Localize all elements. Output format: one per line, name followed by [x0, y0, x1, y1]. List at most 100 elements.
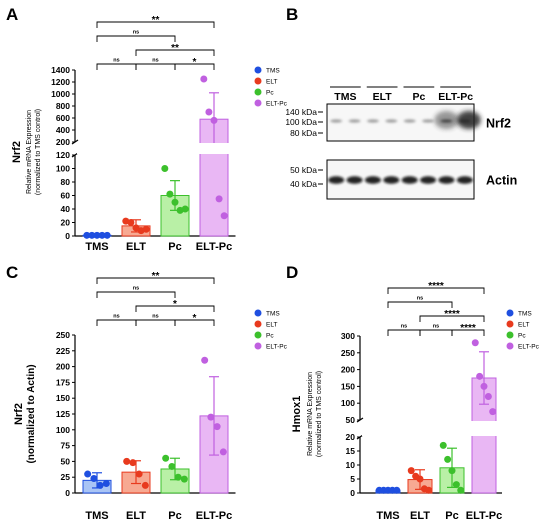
y-tick-label: 225	[56, 346, 70, 356]
blot-band	[434, 111, 459, 129]
significance-label: ****	[444, 309, 460, 320]
blot-band	[422, 119, 435, 123]
legend-label: Pc	[266, 332, 274, 339]
legend-marker	[254, 342, 262, 350]
y-tick-label: 1200	[51, 77, 70, 87]
data-point	[103, 231, 111, 239]
significance-bracket	[96, 277, 215, 284]
lane-label: ELT-Pc	[438, 91, 473, 103]
significance-label: ns	[417, 296, 423, 302]
y-tick-label: 400	[56, 125, 70, 135]
y-tick-label: 100	[341, 398, 355, 408]
data-point	[142, 225, 150, 233]
panel-label: D	[286, 263, 298, 282]
y-tick-label: 20	[61, 218, 71, 228]
legend-marker	[506, 331, 514, 339]
blot-band	[401, 176, 418, 184]
significance-bracket	[135, 319, 176, 326]
legend-marker	[254, 309, 262, 317]
panel-label: C	[6, 263, 18, 282]
y-tick-label: 5	[350, 474, 355, 484]
data-point	[166, 190, 174, 198]
y-axis-label: Hmox1	[291, 396, 303, 433]
blot-band	[438, 176, 455, 184]
y-tick-label: 100	[56, 164, 70, 174]
blot-band	[328, 176, 345, 184]
data-point	[171, 198, 179, 206]
significance-bracket	[387, 329, 421, 336]
data-point	[98, 231, 106, 239]
legend-marker	[506, 342, 514, 350]
significance-bracket	[174, 63, 215, 70]
y-axis-label: Relative mRNA Expression	[26, 110, 33, 194]
data-point	[90, 474, 98, 482]
legend-label: TMS	[266, 310, 280, 317]
data-point	[484, 392, 492, 400]
y-tick-label: 200	[56, 362, 70, 372]
marker-label: 40 kDa	[290, 179, 317, 189]
blot-band	[383, 176, 400, 184]
y-tick-label: 1400	[51, 65, 70, 75]
legend-marker	[254, 88, 262, 96]
significance-bracket	[419, 329, 453, 336]
y-tick-label: 0	[65, 231, 70, 241]
lane-label: Pc	[412, 91, 425, 103]
legend-label: ELT	[266, 78, 277, 85]
significance-label: ns	[133, 286, 139, 292]
data-point	[129, 459, 137, 467]
blot-band	[330, 119, 343, 123]
data-point	[135, 470, 143, 478]
data-point	[200, 75, 208, 83]
panel-label: B	[286, 5, 298, 24]
data-point	[480, 382, 488, 390]
significance-bracket	[387, 301, 453, 308]
legend-label: ELT-Pc	[266, 343, 288, 350]
y-tick-label: 200	[56, 137, 70, 147]
data-point	[161, 165, 169, 172]
y-axis-label: (normalized to Actin)	[26, 364, 37, 463]
significance-bracket	[174, 319, 215, 326]
data-point	[181, 205, 189, 213]
blot-band	[364, 176, 381, 184]
blot-band	[456, 176, 473, 184]
axis-gap	[362, 421, 504, 436]
significance-label: *	[173, 299, 177, 310]
data-point	[93, 231, 101, 239]
data-point	[215, 195, 223, 203]
significance-label: ns	[133, 30, 139, 36]
panel-label: A	[6, 5, 18, 24]
legend-marker	[254, 320, 262, 328]
data-point	[168, 462, 176, 470]
y-tick-label: 60	[61, 191, 71, 201]
significance-bracket	[451, 329, 485, 336]
significance-bracket	[96, 63, 137, 70]
x-tick-label: TMS	[376, 510, 399, 522]
data-point	[439, 441, 447, 449]
data-point	[180, 475, 188, 483]
data-point	[201, 356, 209, 364]
data-point	[123, 457, 131, 465]
legend-label: ELT	[518, 321, 529, 328]
blot-band	[348, 119, 361, 123]
x-tick-label: Pc	[445, 510, 458, 522]
significance-bracket	[135, 49, 215, 56]
data-point	[425, 486, 433, 494]
significance-label: ns	[152, 58, 158, 64]
x-tick-label: Pc	[168, 241, 181, 253]
significance-label: ns	[433, 324, 439, 330]
significance-bracket	[96, 319, 137, 326]
data-point	[476, 372, 484, 380]
significance-label: *	[193, 313, 197, 324]
legend-label: ELT-Pc	[518, 343, 540, 350]
y-tick-label: 0	[350, 488, 355, 498]
blot-band	[420, 176, 437, 184]
x-tick-label: ELT-Pc	[196, 241, 232, 253]
legend-label: ELT-Pc	[266, 100, 288, 107]
y-axis-label: Nrf2	[13, 403, 25, 425]
y-tick-label: 80	[61, 177, 71, 187]
legend-marker	[254, 77, 262, 85]
x-tick-label: ELT	[126, 241, 146, 253]
legend-label: ELT	[266, 321, 277, 328]
axis-gap	[77, 143, 238, 154]
